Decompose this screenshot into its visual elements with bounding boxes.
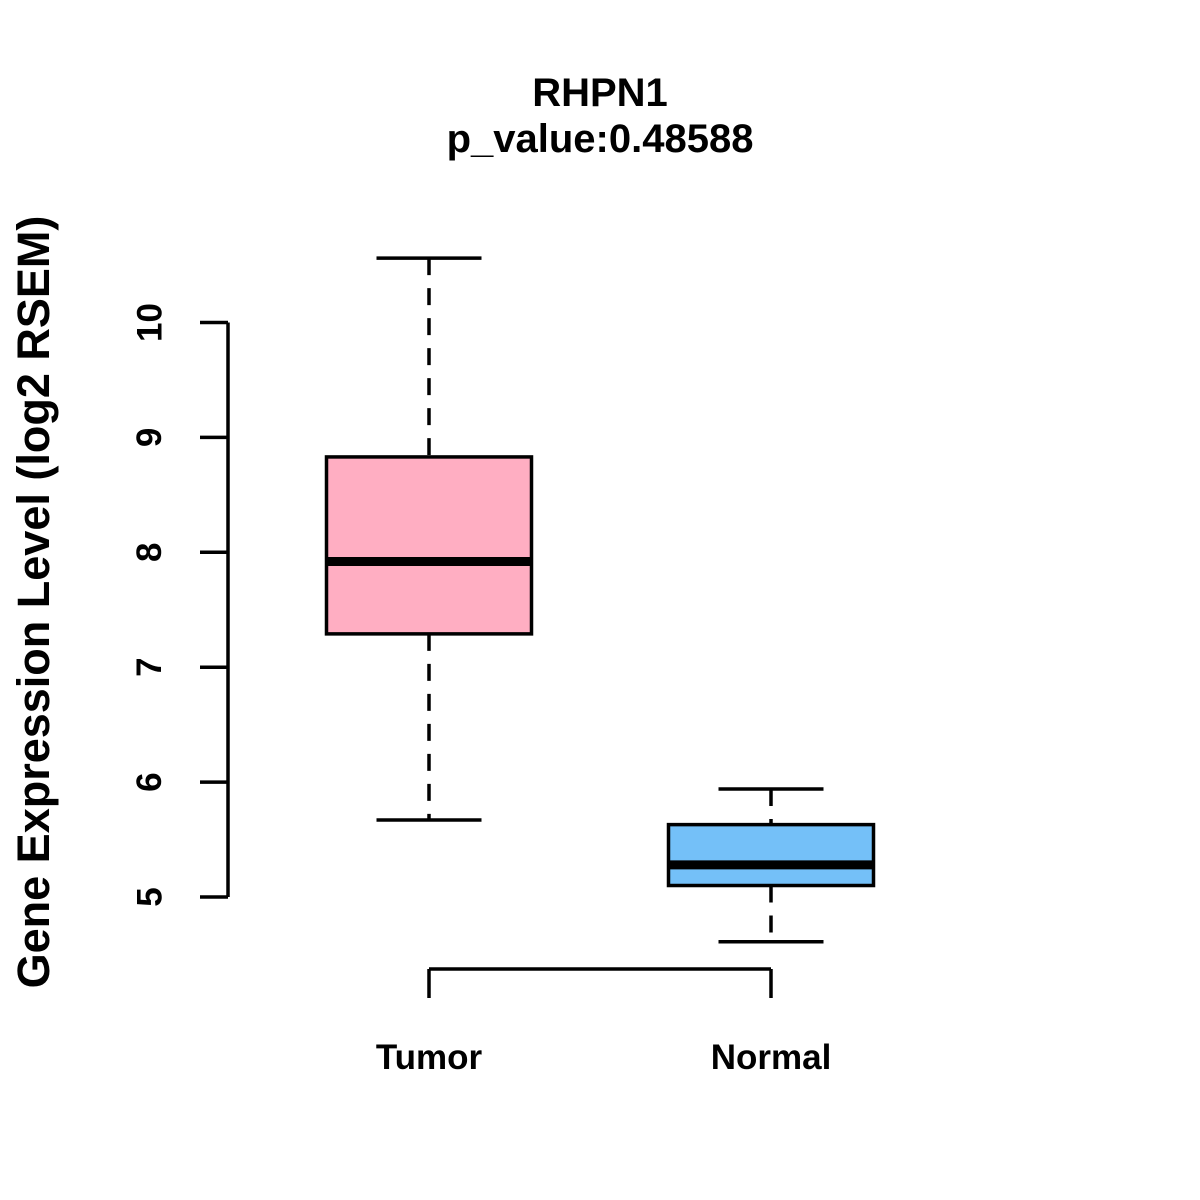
x-axis-label-tumor: Tumor [375, 1038, 483, 1077]
chart-subtitle-pvalue: p_value:0.48588 [446, 117, 754, 161]
box-normal [666, 822, 876, 888]
chart-title: RHPN1 [532, 71, 668, 115]
y-tick-label: 8 [130, 543, 169, 562]
x-axis-label-normal: Normal [710, 1038, 832, 1077]
y-tick-label: 9 [130, 428, 169, 447]
box-tumor [324, 455, 534, 636]
y-tick-label: 5 [130, 887, 169, 906]
y-tick-label: 6 [130, 772, 169, 791]
y-tick-label: 10 [130, 303, 169, 342]
y-tick-label: 7 [130, 657, 169, 676]
